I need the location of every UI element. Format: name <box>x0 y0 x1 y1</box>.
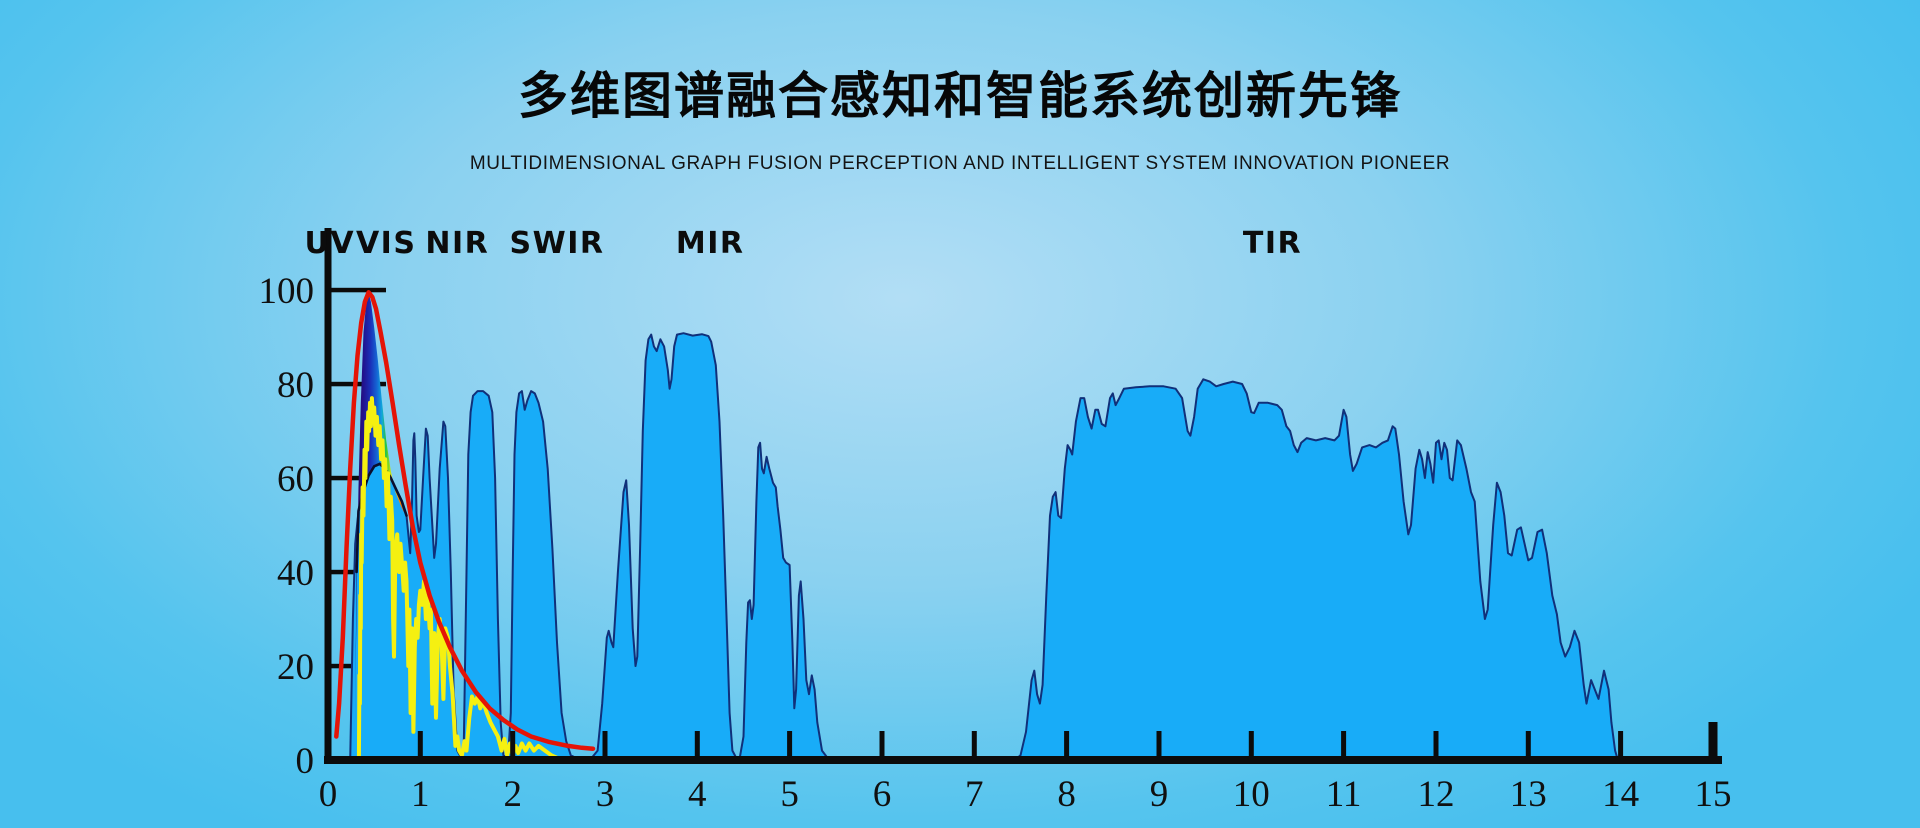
x-tick-label: 1 <box>411 774 430 815</box>
x-tick <box>602 731 608 757</box>
x-tick <box>1248 731 1254 757</box>
band-labels: UV VIS NIR SWIR MIR TIR <box>305 226 1302 261</box>
x-tick-label: 14 <box>1602 774 1639 815</box>
solar-spectrum-curve <box>356 396 561 762</box>
x-tick <box>787 731 793 757</box>
x-tick <box>510 731 516 757</box>
x-tick-label: 15 <box>1695 774 1732 815</box>
x-tick <box>694 731 700 757</box>
x-tick-label: 5 <box>780 774 799 815</box>
x-tick <box>879 731 885 757</box>
y-tick-label: 40 <box>277 553 314 594</box>
band-label-swir: SWIR <box>510 226 605 261</box>
x-tick <box>971 731 977 757</box>
band-label-nir: NIR <box>425 226 489 261</box>
x-tick-label: 13 <box>1510 774 1547 815</box>
x-tick <box>1525 731 1531 757</box>
x-tick <box>1156 731 1162 757</box>
x-tick <box>1064 731 1070 757</box>
y-tick-label: 100 <box>259 271 315 312</box>
page-title: 多维图谱融合感知和智能系统创新先锋 <box>518 67 1402 125</box>
x-tick-label: 2 <box>503 774 522 815</box>
y-tick <box>331 475 386 481</box>
band-label-vis: VIS <box>356 226 417 261</box>
transmission-area <box>349 332 1619 761</box>
page-subtitle: MULTIDIMENSIONAL GRAPH FUSION PERCEPTION… <box>469 153 1451 174</box>
x-tick <box>1433 731 1439 757</box>
x-tick <box>1618 731 1624 757</box>
x-tick-label: 12 <box>1418 774 1455 815</box>
x-tick-label: 9 <box>1150 774 1169 815</box>
x-tick <box>417 731 423 757</box>
y-tick-label: 60 <box>277 459 314 500</box>
x-tick-label: 11 <box>1326 774 1362 815</box>
y-tick-label: 20 <box>277 647 314 688</box>
y-tick <box>331 381 386 387</box>
y-tick-label: 80 <box>277 365 314 406</box>
band-label-mir: MIR <box>676 226 745 261</box>
x-tick-label: 8 <box>1057 774 1076 815</box>
x-axis: 0 1 2 3 4 5 6 7 8 9 10 11 12 13 14 15 <box>319 722 1732 815</box>
blackbody-curve <box>334 290 596 751</box>
y-tick <box>331 287 386 293</box>
x-tick-label: 0 <box>319 774 338 815</box>
band-label-tir: TIR <box>1243 226 1302 261</box>
visible-spectrum-peak <box>354 293 407 737</box>
y-tick-label: 0 <box>296 741 315 782</box>
x-axis-end-tick <box>1708 722 1718 760</box>
x-tick-label: 7 <box>965 774 984 815</box>
x-tick <box>1341 731 1347 757</box>
band-label-uv: UV <box>305 226 356 261</box>
x-tick-label: 6 <box>873 774 892 815</box>
x-tick-label: 10 <box>1233 774 1270 815</box>
x-tick-label: 3 <box>596 774 615 815</box>
x-tick-label: 4 <box>688 774 707 815</box>
